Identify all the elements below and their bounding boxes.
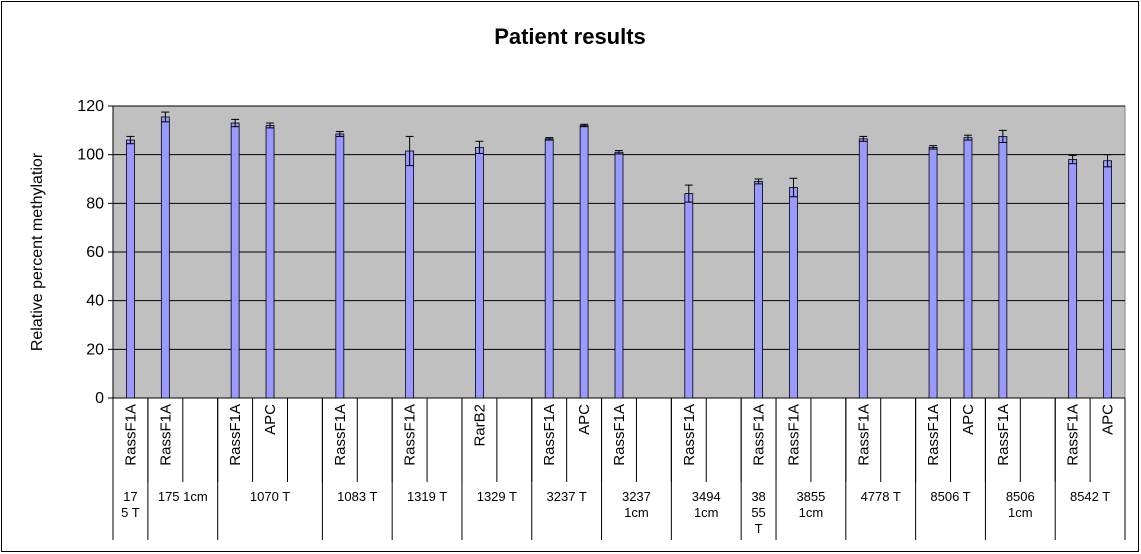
x-tick-label: RassF1A (227, 404, 244, 466)
bar (1068, 159, 1078, 399)
bar (335, 133, 345, 399)
x-tick-label: RassF1A (855, 404, 872, 466)
group-label: 175 1cm (157, 489, 208, 504)
bar (963, 137, 973, 399)
bar (475, 146, 484, 399)
chart-title: Patient results (494, 24, 646, 49)
x-tick-label: RassF1A (157, 404, 174, 466)
bar (998, 136, 1008, 399)
x-tick-label: RassF1A (925, 404, 942, 466)
x-tick-label: RassF1A (402, 404, 419, 466)
group-label: 1329 T (476, 489, 517, 504)
y-tick-label: 40 (86, 293, 104, 310)
x-tick-label: APC (576, 404, 593, 435)
bar (405, 150, 415, 399)
bar (789, 187, 798, 399)
bar (684, 193, 694, 399)
x-tick-label: RassF1A (785, 404, 802, 466)
x-tick-label: RassF1A (541, 404, 558, 466)
group-label: 3494 1cm (691, 489, 721, 520)
y-tick-label: 100 (77, 147, 104, 164)
x-tick-label: RassF1A (611, 404, 628, 466)
bar (614, 151, 624, 399)
x-tick-label: RassF1A (332, 404, 349, 466)
group-label: 3855 T (751, 489, 766, 536)
bar (160, 116, 170, 399)
y-tick-label: 0 (95, 390, 104, 407)
bar (265, 125, 275, 399)
bar (928, 146, 938, 399)
bar (1103, 160, 1112, 399)
x-tick-label: RassF1A (1065, 404, 1082, 466)
x-tick-label: APC (262, 404, 279, 435)
bar (579, 125, 589, 399)
group-label: 1070 T (249, 489, 291, 504)
group-label: 3855 1cm (796, 489, 826, 520)
y-tick-label: 20 (86, 341, 104, 358)
y-axis-label: Relative percent methylatior (29, 152, 46, 351)
bar (544, 138, 554, 399)
y-tick-label: 80 (86, 195, 104, 212)
x-tick-label: RassF1A (681, 404, 698, 466)
bar (230, 122, 240, 399)
group-label: 1083 T (337, 489, 378, 504)
x-tick-label: RassF1A (122, 404, 139, 466)
group-label: 4778 T (860, 489, 901, 504)
group-label: 1319 T (406, 489, 448, 504)
group-label: 8542 T (1069, 489, 1111, 504)
x-tick-label: RassF1A (995, 404, 1012, 466)
bar (858, 138, 868, 399)
bar (126, 139, 135, 399)
x-tick-label: RarB2 (471, 404, 488, 447)
y-tick-label: 60 (86, 244, 104, 261)
y-tick-label: 120 (77, 98, 104, 115)
group-label: 175 T (121, 489, 140, 520)
group-label: 3237 T (546, 489, 587, 504)
x-tick-label: APC (960, 404, 977, 435)
bar (754, 181, 763, 399)
group-label: 8506 1cm (1005, 489, 1035, 520)
x-tick-label: APC (1100, 404, 1117, 435)
x-tick-label: RassF1A (751, 404, 768, 466)
group-label: 8506 T (930, 489, 971, 504)
group-label: 3237 1cm (621, 489, 651, 520)
